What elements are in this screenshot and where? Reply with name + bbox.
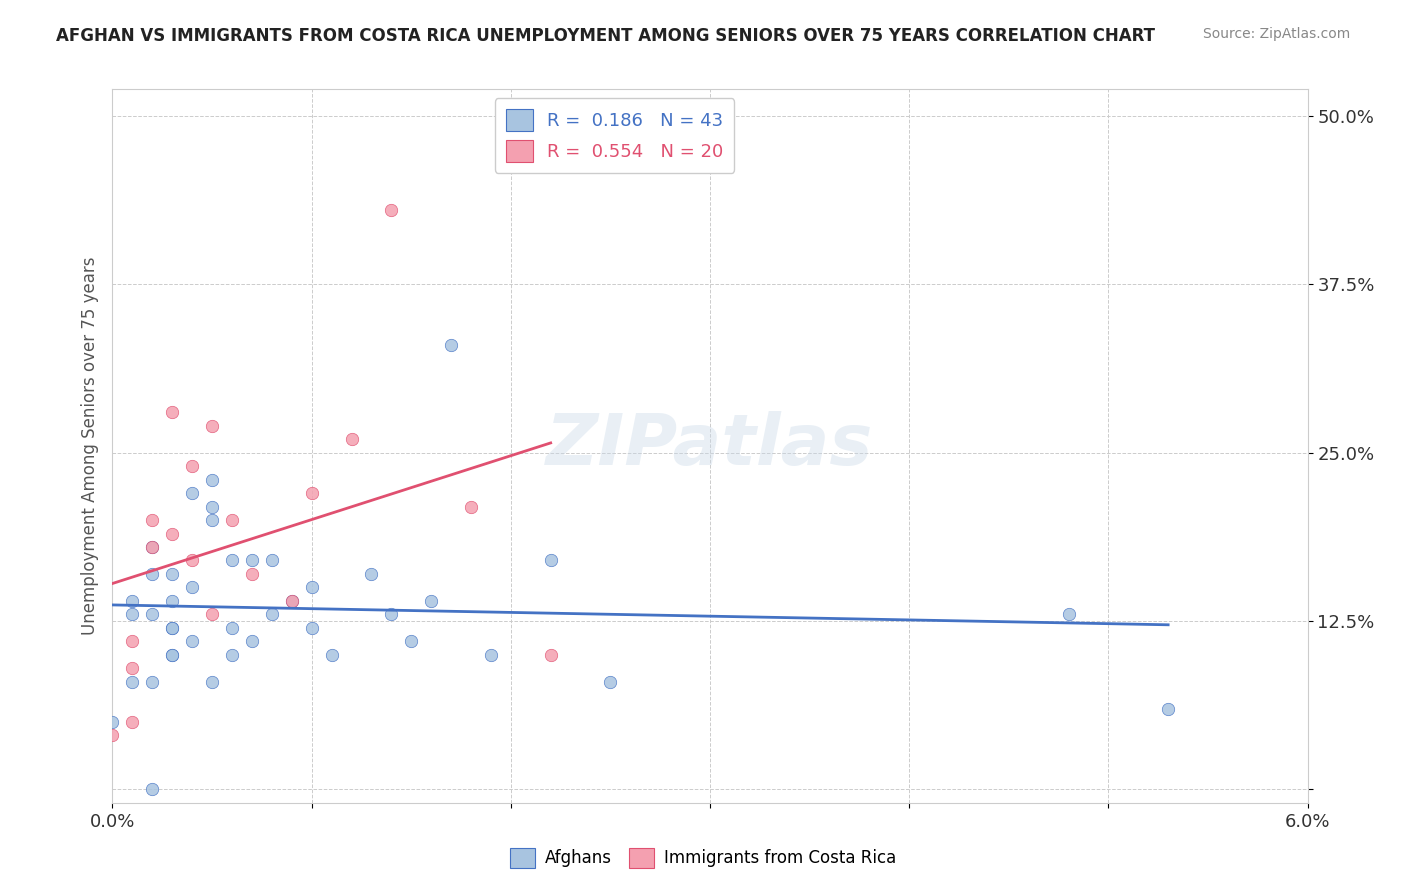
Point xyxy=(340,432,363,446)
Point xyxy=(162,621,183,635)
Point xyxy=(1157,701,1180,715)
Point xyxy=(101,714,124,729)
Point xyxy=(281,594,304,608)
Point xyxy=(321,648,343,662)
Text: Source: ZipAtlas.com: Source: ZipAtlas.com xyxy=(1202,27,1350,41)
Point xyxy=(121,661,143,675)
Point xyxy=(240,553,263,567)
Point xyxy=(599,674,621,689)
Point xyxy=(141,540,163,554)
Point xyxy=(221,513,243,527)
Point xyxy=(221,621,243,635)
Point xyxy=(380,607,402,622)
Point xyxy=(181,580,204,594)
Point xyxy=(162,566,183,581)
Point xyxy=(201,674,224,689)
Point xyxy=(240,566,263,581)
Point xyxy=(181,486,204,500)
Point xyxy=(181,634,204,648)
Point xyxy=(301,580,323,594)
Point xyxy=(121,714,143,729)
Point xyxy=(121,594,143,608)
Point xyxy=(301,486,323,500)
Point xyxy=(360,566,382,581)
Point xyxy=(540,648,562,662)
Text: AFGHAN VS IMMIGRANTS FROM COSTA RICA UNEMPLOYMENT AMONG SENIORS OVER 75 YEARS CO: AFGHAN VS IMMIGRANTS FROM COSTA RICA UNE… xyxy=(56,27,1156,45)
Point xyxy=(1057,607,1080,622)
Point xyxy=(162,648,183,662)
Point xyxy=(420,594,443,608)
Point xyxy=(240,634,263,648)
Text: ZIPatlas: ZIPatlas xyxy=(547,411,873,481)
Point xyxy=(121,634,143,648)
Point xyxy=(201,513,224,527)
Point xyxy=(460,500,482,514)
Point xyxy=(162,594,183,608)
Point xyxy=(141,782,163,797)
Point xyxy=(181,553,204,567)
Point xyxy=(201,500,224,514)
Point xyxy=(141,674,163,689)
Point xyxy=(181,459,204,474)
Point xyxy=(260,553,283,567)
Point xyxy=(479,648,502,662)
Legend: R =  0.186   N = 43, R =  0.554   N = 20: R = 0.186 N = 43, R = 0.554 N = 20 xyxy=(495,98,734,173)
Point xyxy=(201,607,224,622)
Point xyxy=(141,513,163,527)
Point xyxy=(162,621,183,635)
Legend: Afghans, Immigrants from Costa Rica: Afghans, Immigrants from Costa Rica xyxy=(503,841,903,875)
Point xyxy=(440,338,463,352)
Point xyxy=(121,607,143,622)
Point xyxy=(221,648,243,662)
Point xyxy=(141,540,163,554)
Point xyxy=(380,203,402,218)
Point xyxy=(540,553,562,567)
Y-axis label: Unemployment Among Seniors over 75 years: Unemployment Among Seniors over 75 years xyxy=(80,257,98,635)
Point xyxy=(201,473,224,487)
Point xyxy=(301,621,323,635)
Point xyxy=(401,634,423,648)
Point xyxy=(260,607,283,622)
Point xyxy=(121,674,143,689)
Point xyxy=(162,405,183,419)
Point xyxy=(201,418,224,433)
Point xyxy=(221,553,243,567)
Point xyxy=(281,594,304,608)
Point xyxy=(141,607,163,622)
Point xyxy=(141,566,163,581)
Point xyxy=(101,729,124,743)
Point xyxy=(162,648,183,662)
Point xyxy=(162,526,183,541)
